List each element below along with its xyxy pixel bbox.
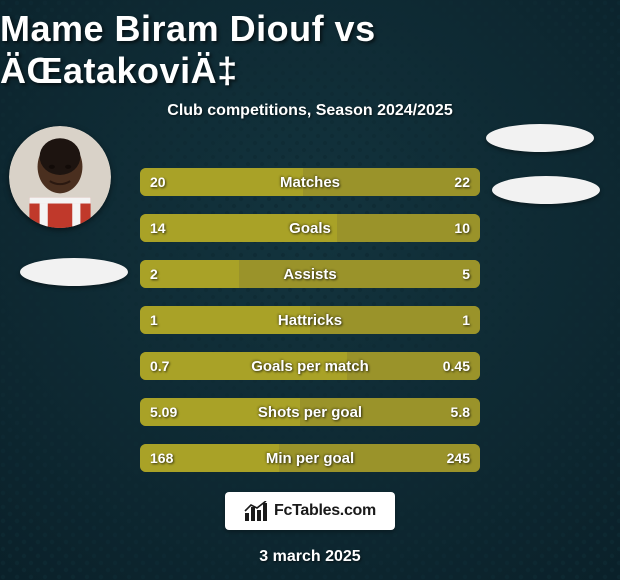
- bar-fill-left: [140, 444, 279, 472]
- stat-row: 5.095.8Shots per goal: [140, 398, 480, 426]
- stat-row: 2022Matches: [140, 168, 480, 196]
- bar-fill-right: [310, 306, 480, 334]
- placeholder-ellipse: [20, 258, 128, 286]
- bar-fill-left: [140, 214, 337, 242]
- bar-fill-right: [239, 260, 480, 288]
- branding-logo[interactable]: FcTables.com: [225, 492, 395, 530]
- avatar-left-image: [9, 126, 111, 228]
- content-root: Mame Biram Diouf vs ÄŒatakoviÄ‡ Club com…: [0, 0, 620, 580]
- bar-fill-right: [303, 168, 480, 196]
- logo-text: FcTables.com: [274, 502, 376, 520]
- subtitle: Club competitions, Season 2024/2025: [167, 102, 452, 120]
- placeholder-ellipse: [492, 176, 600, 204]
- bar-fill-left: [140, 168, 303, 196]
- bar-fill-right: [337, 214, 480, 242]
- stat-row: 1410Goals: [140, 214, 480, 242]
- bar-fill-left: [140, 306, 310, 334]
- bar-fill-left: [140, 352, 347, 380]
- stat-row: 11Hattricks: [140, 306, 480, 334]
- bar-fill-right: [347, 352, 480, 380]
- placeholder-ellipse: [486, 124, 594, 152]
- bar-fill-left: [140, 398, 300, 426]
- player-left-avatar: [9, 126, 111, 228]
- stat-row: 0.70.45Goals per match: [140, 352, 480, 380]
- stat-bars: 2022Matches 1410Goals 25Assists 11Hattricks…: [140, 168, 480, 472]
- date-label: 3 march 2025: [259, 548, 360, 566]
- bar-fill-left: [140, 260, 239, 288]
- stat-row: 168245Min per goal: [140, 444, 480, 472]
- page-title: Mame Biram Diouf vs ÄŒatakoviÄ‡: [0, 8, 620, 92]
- bar-fill-right: [300, 398, 480, 426]
- bars-icon: [244, 501, 268, 521]
- bar-fill-right: [279, 444, 480, 472]
- stat-row: 25Assists: [140, 260, 480, 288]
